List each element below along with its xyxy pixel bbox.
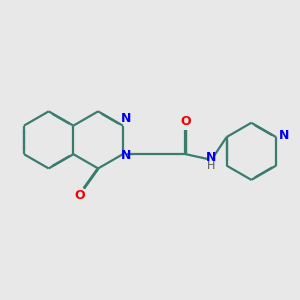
- Text: N: N: [121, 149, 131, 162]
- Text: N: N: [206, 151, 217, 164]
- Text: O: O: [74, 189, 85, 202]
- Text: H: H: [207, 160, 215, 171]
- Text: N: N: [279, 129, 289, 142]
- Text: O: O: [180, 115, 191, 128]
- Text: N: N: [121, 112, 131, 125]
